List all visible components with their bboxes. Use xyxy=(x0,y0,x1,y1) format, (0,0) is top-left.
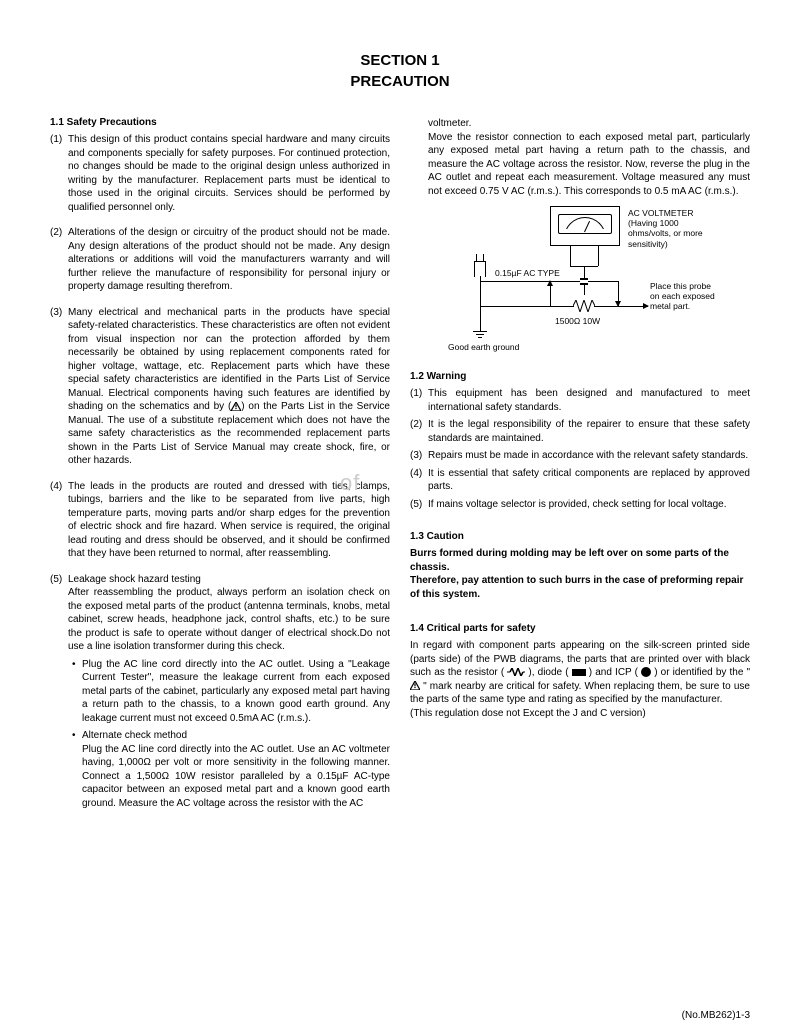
triangle-icon xyxy=(410,681,420,690)
item-3: (3) Many electrical and mechanical parts… xyxy=(50,306,390,468)
triangle-icon xyxy=(231,402,241,411)
item-text: Leakage shock hazard testing After reass… xyxy=(68,573,390,811)
item-text: It is the legal responsibility of the re… xyxy=(428,418,750,445)
plug-pin xyxy=(476,254,477,262)
item-5-body: After reassembling the product, always p… xyxy=(68,587,390,652)
ground-icon xyxy=(476,334,484,335)
heading-1-4: 1.4 Critical parts for safety xyxy=(410,623,750,634)
bullet-text: Alternate check method Plug the AC line … xyxy=(82,729,390,810)
bullet-1: • Plug the AC line cord directly into th… xyxy=(72,658,390,726)
num-label: (3) xyxy=(410,449,428,463)
capacitor-plate xyxy=(580,278,588,280)
voltmeter-diagram: AC VOLTMETER (Having 1000 ohms/volts, or… xyxy=(440,206,720,356)
wire xyxy=(594,306,618,307)
plug-icon xyxy=(474,261,486,277)
item-text: If mains voltage selector is provided, c… xyxy=(428,498,750,512)
resistor-icon xyxy=(573,300,595,312)
ground-icon xyxy=(478,337,482,338)
heading-1-3: 1.3 Caution xyxy=(410,531,750,542)
left-column: 1.1 Safety Precautions (1) This design o… xyxy=(50,117,390,810)
num-label: (2) xyxy=(50,226,68,294)
warn-2: (2)It is the legal responsibility of the… xyxy=(410,418,750,445)
right-column: voltmeter. Move the resistor connection … xyxy=(410,117,750,810)
bullet-dot: • xyxy=(72,729,82,810)
num-label: (4) xyxy=(410,467,428,494)
wire xyxy=(550,281,580,282)
wire xyxy=(550,306,574,307)
ground-icon xyxy=(473,331,487,332)
item-text: This design of this product contains spe… xyxy=(68,133,390,214)
section-title: SECTION 1 PRECAUTION xyxy=(50,50,750,92)
num-label: (1) xyxy=(410,387,428,414)
item-text: The leads in the products are routed and… xyxy=(68,480,390,561)
plug-pin xyxy=(483,254,484,262)
wire xyxy=(584,285,585,295)
meter-label: AC VOLTMETER (Having 1000 ohms/volts, or… xyxy=(628,208,718,249)
item-4: (4) The leads in the products are routed… xyxy=(50,480,390,561)
resistor-label: 1500Ω 10W xyxy=(555,316,600,326)
item-text: Alterations of the design or circuitry o… xyxy=(68,226,390,294)
capacitor-label: 0.15µF AC TYPE xyxy=(495,268,560,278)
heading-1-1: 1.1 Safety Precautions xyxy=(50,117,390,128)
ground-label: Good earth ground xyxy=(448,342,519,352)
warn-1: (1)This equipment has been designed and … xyxy=(410,387,750,414)
num-label: (2) xyxy=(410,418,428,445)
item-5-title: Leakage shock hazard testing xyxy=(68,574,201,585)
heading-1-2: 1.2 Warning xyxy=(410,371,750,382)
wire xyxy=(480,276,481,331)
item-1: (1) This design of this product contains… xyxy=(50,133,390,214)
item-text: It is essential that safety critical com… xyxy=(428,467,750,494)
bullet-dot: • xyxy=(72,658,82,726)
num-label: (5) xyxy=(410,498,428,512)
wire xyxy=(570,246,571,266)
item-text: This equipment has been designed and man… xyxy=(428,387,750,414)
arrow xyxy=(618,281,619,306)
wire xyxy=(588,281,618,282)
page-number: (No.MB262)1-3 xyxy=(682,1010,750,1021)
num-label: (4) xyxy=(50,480,68,561)
warn-5: (5)If mains voltage selector is provided… xyxy=(410,498,750,512)
arrow xyxy=(550,281,551,306)
two-column-layout: 1.1 Safety Precautions (1) This design o… xyxy=(50,117,750,810)
icp-symbol-icon xyxy=(641,667,651,677)
item-text: Repairs must be made in accordance with … xyxy=(428,449,750,463)
item-text: Many electrical and mechanical parts in … xyxy=(68,306,390,468)
diode-symbol-icon xyxy=(572,669,586,676)
item-5: (5) Leakage shock hazard testing After r… xyxy=(50,573,390,811)
wire xyxy=(598,246,599,266)
num-label: (1) xyxy=(50,133,68,214)
bullet-text: Plug the AC line cord directly into the … xyxy=(82,658,390,726)
probe-label: Place this probe on each exposed metal p… xyxy=(650,281,715,312)
section-name: PRECAUTION xyxy=(50,71,750,92)
bullet-2: • Alternate check method Plug the AC lin… xyxy=(72,729,390,810)
caution-text: Burrs formed during molding may be left … xyxy=(410,547,750,601)
wire xyxy=(480,281,550,282)
critical-parts-note: (This regulation dose not Except the J a… xyxy=(410,707,750,721)
wire xyxy=(584,266,585,278)
section-num: SECTION 1 xyxy=(50,50,750,71)
num-label: (3) xyxy=(50,306,68,468)
wire xyxy=(480,306,550,307)
warn-3: (3)Repairs must be made in accordance wi… xyxy=(410,449,750,463)
num-label: (5) xyxy=(50,573,68,811)
continuation-text: voltmeter. Move the resistor connection … xyxy=(428,117,750,198)
warn-4: (4)It is essential that safety critical … xyxy=(410,467,750,494)
probe-arrow xyxy=(618,306,648,307)
resistor-symbol-icon xyxy=(507,668,525,676)
critical-parts-text: In regard with component parts appearing… xyxy=(410,639,750,707)
item-2: (2) Alterations of the design or circuit… xyxy=(50,226,390,294)
